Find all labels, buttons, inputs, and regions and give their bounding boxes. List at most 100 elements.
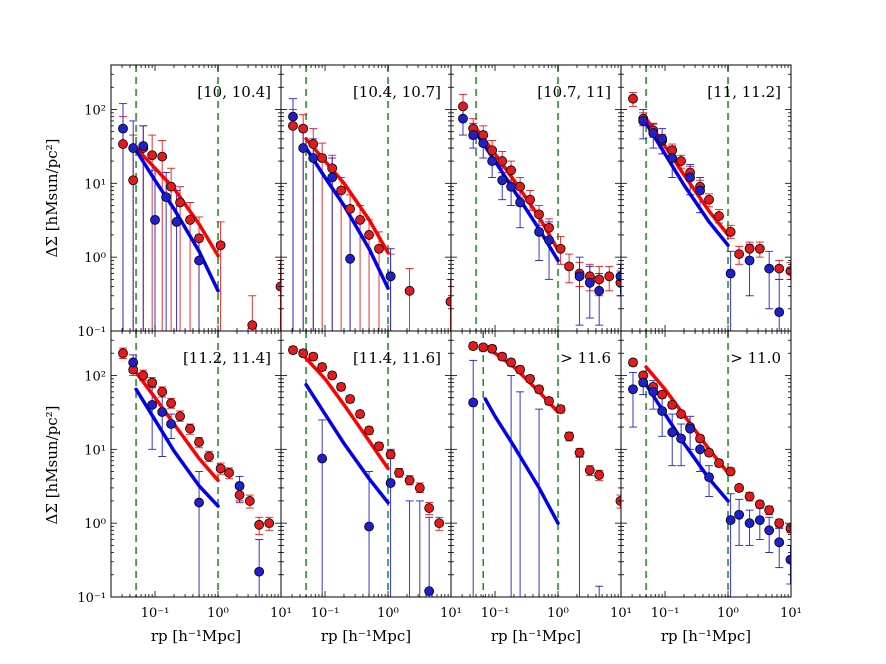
blue-data-point (657, 133, 668, 144)
panel-ticks (450, 64, 622, 332)
red-data-point (564, 431, 575, 442)
panel-2: [10.4, 10.7] (280, 64, 452, 332)
red-data-point (544, 396, 554, 406)
red-data-point (695, 433, 705, 444)
red-data-point (468, 341, 479, 351)
blue-model-curve (304, 382, 390, 505)
blue-model-curve (134, 387, 220, 508)
red-model-curve (644, 365, 730, 475)
x-tick-label: 10⁰ (547, 606, 569, 621)
red-data-point (147, 150, 158, 161)
blue-data-point (468, 397, 479, 408)
red-data-point (725, 226, 736, 237)
red-data-point (676, 409, 687, 419)
red-data-point (497, 156, 508, 166)
panel-7: > 11.6 10⁻¹ 10⁰ 10¹ rp [h⁻¹Mpc] (450, 330, 632, 645)
red-data-point (157, 151, 168, 162)
red-data-point (336, 381, 347, 392)
blue-data-point (628, 384, 638, 395)
blue-data-point (754, 515, 765, 525)
blue-data-point (534, 226, 544, 237)
red-data-point (317, 362, 328, 372)
x-axis-label: rp [h⁻¹Mpc] (661, 627, 751, 645)
red-data-point (487, 145, 498, 156)
blue-data-point (648, 128, 659, 138)
panel-6: [11.4, 11.6] 10⁻¹ 10⁰ 10¹ rp [h⁻¹Mpc] (280, 330, 462, 645)
red-data-point (594, 274, 605, 285)
panel-8: > 11.0 10⁻¹ 10⁰ 10¹ rp [h⁻¹Mpc] (620, 330, 802, 645)
x-axis-label: rp [h⁻¹Mpc] (151, 627, 241, 645)
red-data-point (138, 370, 149, 381)
blue-data-point (744, 255, 755, 266)
red-data-point (118, 139, 128, 149)
blue-data-point (764, 525, 775, 536)
red-data-point (385, 449, 396, 460)
red-data-point (166, 181, 177, 192)
panel-plot-area (288, 331, 445, 597)
x-tick-label: 10¹ (610, 606, 632, 621)
red-data-point (764, 505, 775, 516)
y-tick-label: 10¹ (84, 443, 106, 458)
red-data-point (204, 451, 214, 462)
red-data-point (515, 364, 525, 375)
red-data-point (744, 491, 755, 502)
x-tick-label: 10⁻¹ (141, 606, 170, 621)
blue-data-point (774, 307, 785, 318)
x-axis-label: rp [h⁻¹Mpc] (491, 627, 581, 645)
red-data-point (525, 194, 535, 205)
blue-data-point (385, 478, 396, 488)
red-data-point (308, 139, 319, 149)
red-data-point (555, 404, 566, 415)
panel-plot-area (118, 331, 275, 597)
blue-data-point (424, 586, 435, 597)
red-data-point (555, 243, 566, 254)
blue-data-point (161, 192, 172, 203)
x-tick-label: 10⁻¹ (651, 606, 680, 621)
red-model-curve (134, 370, 220, 483)
panel-label: [10.4, 10.7] (353, 83, 441, 101)
panel-label: [10, 10.4] (197, 83, 271, 101)
blue-data-point (615, 271, 621, 282)
blue-data-point (458, 113, 468, 124)
x-tick-label: 10¹ (440, 606, 462, 621)
blue-data-point (364, 521, 374, 532)
blue-data-point (147, 399, 158, 410)
red-data-point (175, 411, 185, 422)
red-data-point (224, 467, 235, 478)
blue-data-point (734, 509, 745, 520)
red-data-point (628, 357, 638, 368)
red-data-point (327, 370, 338, 381)
x-axis-label: rp [h⁻¹Mpc] (321, 627, 411, 645)
blue-data-point (506, 181, 517, 192)
blue-data-point (118, 123, 128, 134)
blue-model-curve (644, 382, 730, 503)
blue-data-point (166, 419, 177, 429)
panel-3: [10.7, 11] (450, 64, 622, 332)
panel-frame (620, 330, 792, 598)
red-data-point (506, 165, 517, 176)
y-axis-label-bottom: ΔΣ [hMsun/pc²] (43, 405, 61, 524)
red-data-point (657, 389, 668, 400)
red-data-point (714, 211, 724, 221)
red-data-point (194, 437, 204, 448)
red-data-point (298, 348, 309, 359)
blue-data-point (385, 271, 396, 282)
red-data-point (364, 230, 374, 240)
red-data-point (515, 181, 525, 192)
panel-grid: [10, 10.4] 10⁻¹ 10⁰ 10¹ 10² [10.4, 10.7] [10.7… (77, 64, 802, 645)
blue-data-point (657, 406, 668, 416)
red-data-point (215, 463, 226, 474)
blue-data-point (308, 153, 319, 163)
panel-frame (450, 330, 622, 598)
panel-ticks (620, 330, 792, 598)
red-data-point (714, 458, 724, 469)
panel-plot-area (628, 65, 791, 331)
panel-ticks (450, 330, 622, 598)
red-data-point (676, 156, 687, 166)
x-tick-label: 10⁰ (717, 606, 739, 621)
blue-data-point (667, 153, 678, 163)
blue-model-curve (483, 397, 560, 525)
red-data-point (628, 93, 638, 104)
red-data-point (247, 320, 258, 331)
red-data-point (744, 243, 755, 254)
